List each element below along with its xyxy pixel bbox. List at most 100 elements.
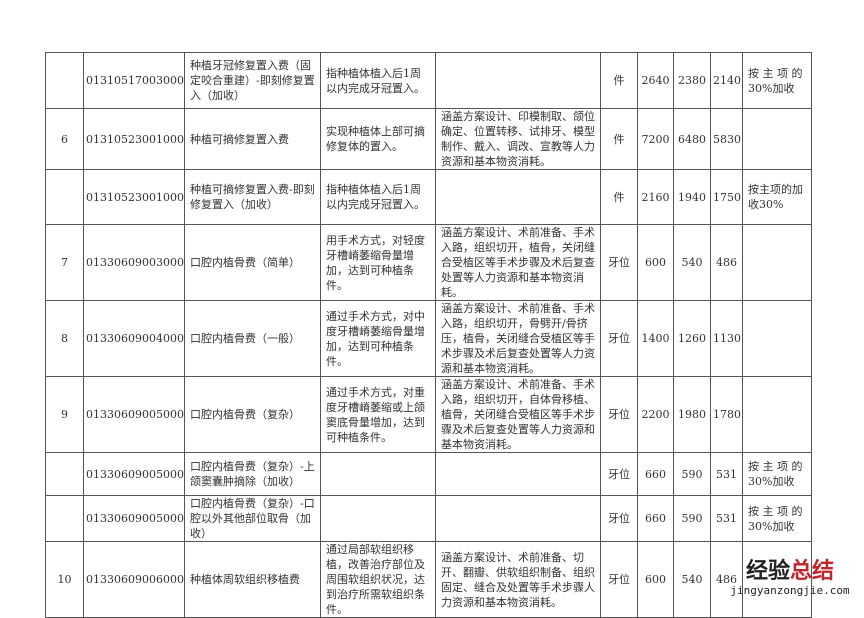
unit-cell: 件	[600, 52, 638, 109]
unit-cell: 牙位	[600, 452, 638, 496]
price-tier-2-cell: 6480	[673, 108, 711, 170]
table-row: 013306090050001 口腔内植骨费（复杂）-上颌窦囊肿摘除（加收） 牙位 6…	[45, 452, 812, 496]
row-number-cell	[45, 52, 84, 109]
price-tier-3-cell: 1780	[710, 376, 743, 453]
price-tier-3-cell: 531	[710, 452, 743, 496]
price-tier-1-cell: 600	[637, 224, 674, 301]
item-code-cell: 013105230010000	[83, 108, 185, 170]
item-content-cell: 用手术方式，对轻度牙槽嵴萎缩骨量增加，达到可种植条件。	[320, 224, 436, 301]
row-number-cell	[45, 495, 84, 542]
note-cell	[742, 108, 812, 170]
unit-cell: 牙位	[600, 495, 638, 542]
item-code-cell: 013306090050000	[83, 376, 185, 453]
item-description-cell	[435, 52, 601, 109]
watermark-url: jingyanzongjie.com	[730, 584, 850, 597]
item-content-cell	[320, 495, 436, 542]
item-description-cell	[435, 452, 601, 496]
item-name-cell: 口腔内植骨费（复杂）-上颌窦囊肿摘除（加收）	[184, 452, 321, 496]
price-tier-3-cell: 486	[710, 224, 743, 301]
watermark-logo: 经验总结 jingyanzongjie.com	[716, 559, 864, 598]
table-row: 013105230010001 种植可摘修复置入费-即刻修复置入（加收） 指种植体植…	[45, 169, 812, 225]
table-row: 013306090050002 口腔内植骨费（复杂）-口腔以外其他部位取骨（加收）…	[45, 495, 812, 542]
note-cell: 按 主 项 的 30%加收	[742, 452, 812, 496]
item-description-cell: 涵盖方案设计、术前准备、切开、翻瓣、供软组织制备、组织固定、缝合及处置等手术步骤…	[435, 541, 601, 618]
price-tier-3-cell: 1750	[710, 169, 743, 225]
price-tier-1-cell: 7200	[637, 108, 674, 170]
table-row: 6 013105230010000 种植可摘修复置入费 实现种植体上部可摘修复体的置入…	[45, 108, 812, 170]
item-name-cell: 口腔内植骨费（复杂）-口腔以外其他部位取骨（加收）	[184, 495, 321, 542]
table-row: 9 013306090050000 口腔内植骨费（复杂） 通过手术方式，对重度牙槽嵴萎…	[45, 376, 812, 453]
item-description-cell	[435, 169, 601, 225]
row-number-cell	[45, 169, 84, 225]
table-row: 013105170030001 种植牙冠修复置入费（固定咬合重建）-即刻修复置入（…	[45, 52, 812, 109]
unit-cell: 牙位	[600, 541, 638, 618]
item-name-cell: 种植可摘修复置入费	[184, 108, 321, 170]
price-tier-2-cell: 590	[673, 452, 711, 496]
price-tier-1-cell: 2160	[637, 169, 674, 225]
price-tier-2-cell: 540	[673, 541, 711, 618]
item-code-cell: 013306090050001	[83, 452, 185, 496]
table-row: 7 013306090030000 口腔内植骨费（简单） 用手术方式，对轻度牙槽嵴萎缩…	[45, 224, 812, 301]
price-tier-1-cell: 660	[637, 452, 674, 496]
item-name-cell: 口腔内植骨费（复杂）	[184, 376, 321, 453]
price-tier-2-cell: 590	[673, 495, 711, 542]
row-number-cell: 7	[45, 224, 84, 301]
unit-cell: 件	[600, 169, 638, 225]
item-content-cell: 指种植体植入后1周以内完成牙冠置入。	[320, 52, 436, 109]
row-number-cell	[45, 452, 84, 496]
price-tier-1-cell: 600	[637, 541, 674, 618]
row-number-cell: 10	[45, 541, 84, 618]
price-tier-2-cell: 1940	[673, 169, 711, 225]
item-content-cell	[320, 452, 436, 496]
price-tier-2-cell: 2380	[673, 52, 711, 109]
price-tier-2-cell: 540	[673, 224, 711, 301]
item-name-cell: 口腔内植骨费（一般）	[184, 300, 321, 377]
item-name-cell: 种植可摘修复置入费-即刻修复置入（加收）	[184, 169, 321, 225]
note-cell: 按 主 项 的 30%加收	[742, 52, 812, 109]
item-code-cell: 013306090060000	[83, 541, 185, 618]
item-description-cell: 涵盖方案设计、术前准备、手术入路，组织切开，自体骨移植、植骨，关闭缝合受植区等手…	[435, 376, 601, 453]
price-tier-3-cell: 2140	[710, 52, 743, 109]
item-description-cell: 涵盖方案设计、术前准备、手术入路，组织切开，植骨，关闭缝合受植区等手术步骤及术后…	[435, 224, 601, 301]
item-content-cell: 通过手术方式，对中度牙槽嵴萎缩骨量增加，达到可种植条件。	[320, 300, 436, 377]
item-description-cell: 涵盖方案设计、印模制取、颌位确定、位置转移、试排牙、模型制作、戴入、调改、宣教等…	[435, 108, 601, 170]
row-number-cell: 6	[45, 108, 84, 170]
item-code-cell: 013105170030001	[83, 52, 185, 109]
price-tier-2-cell: 1980	[673, 376, 711, 453]
item-content-cell: 指种植体植入后1周以内完成牙冠置入。	[320, 169, 436, 225]
price-tier-1-cell: 660	[637, 495, 674, 542]
note-cell	[742, 300, 812, 377]
item-code-cell: 013306090040000	[83, 300, 185, 377]
unit-cell: 牙位	[600, 376, 638, 453]
item-description-cell: 涵盖方案设计、术前准备、手术入路，组织切开，骨劈开/骨挤压，植骨，关闭缝合受植区…	[435, 300, 601, 377]
price-tier-1-cell: 2640	[637, 52, 674, 109]
note-cell	[742, 541, 812, 618]
note-cell: 按主项的加收30%	[742, 169, 812, 225]
item-content-cell: 实现种植体上部可摘修复体的置入。	[320, 108, 436, 170]
fee-table: 013105170030001 种植牙冠修复置入费（固定咬合重建）-即刻修复置入（…	[45, 52, 812, 618]
note-cell	[742, 376, 812, 453]
unit-cell: 牙位	[600, 224, 638, 301]
item-code-cell: 013306090030000	[83, 224, 185, 301]
price-tier-1-cell: 2200	[637, 376, 674, 453]
table-row: 8 013306090040000 口腔内植骨费（一般） 通过手术方式，对中度牙槽嵴萎…	[45, 300, 812, 377]
row-number-cell: 8	[45, 300, 84, 377]
note-cell: 按 主 项 的 30%加收	[742, 495, 812, 542]
price-tier-2-cell: 1260	[673, 300, 711, 377]
item-code-cell: 013306090050002	[83, 495, 185, 542]
table-row: 10 013306090060000 种植体周软组织移植费 通过局部软组织移植，改善治…	[45, 541, 812, 618]
item-content-cell: 通过局部软组织移植，改善治疗部位及周围软组织状况，达到治疗所需软组织条件。	[320, 541, 436, 618]
unit-cell: 牙位	[600, 300, 638, 377]
item-name-cell: 口腔内植骨费（简单）	[184, 224, 321, 301]
item-content-cell: 通过手术方式，对重度牙槽嵴萎缩或上颌窦底骨量增加，达到可种植条件。	[320, 376, 436, 453]
watermark-text-black: 经验	[745, 559, 790, 584]
item-name-cell: 种植牙冠修复置入费（固定咬合重建）-即刻修复置入（加收）	[184, 52, 321, 109]
note-cell	[742, 224, 812, 301]
price-tier-3-cell: 5830	[710, 108, 743, 170]
price-tier-3-cell: 486	[710, 541, 743, 618]
price-tier-3-cell: 1130	[710, 300, 743, 377]
item-name-cell: 种植体周软组织移植费	[184, 541, 321, 618]
watermark-text-red: 总结	[790, 559, 835, 584]
item-description-cell	[435, 495, 601, 542]
item-code-cell: 013105230010001	[83, 169, 185, 225]
